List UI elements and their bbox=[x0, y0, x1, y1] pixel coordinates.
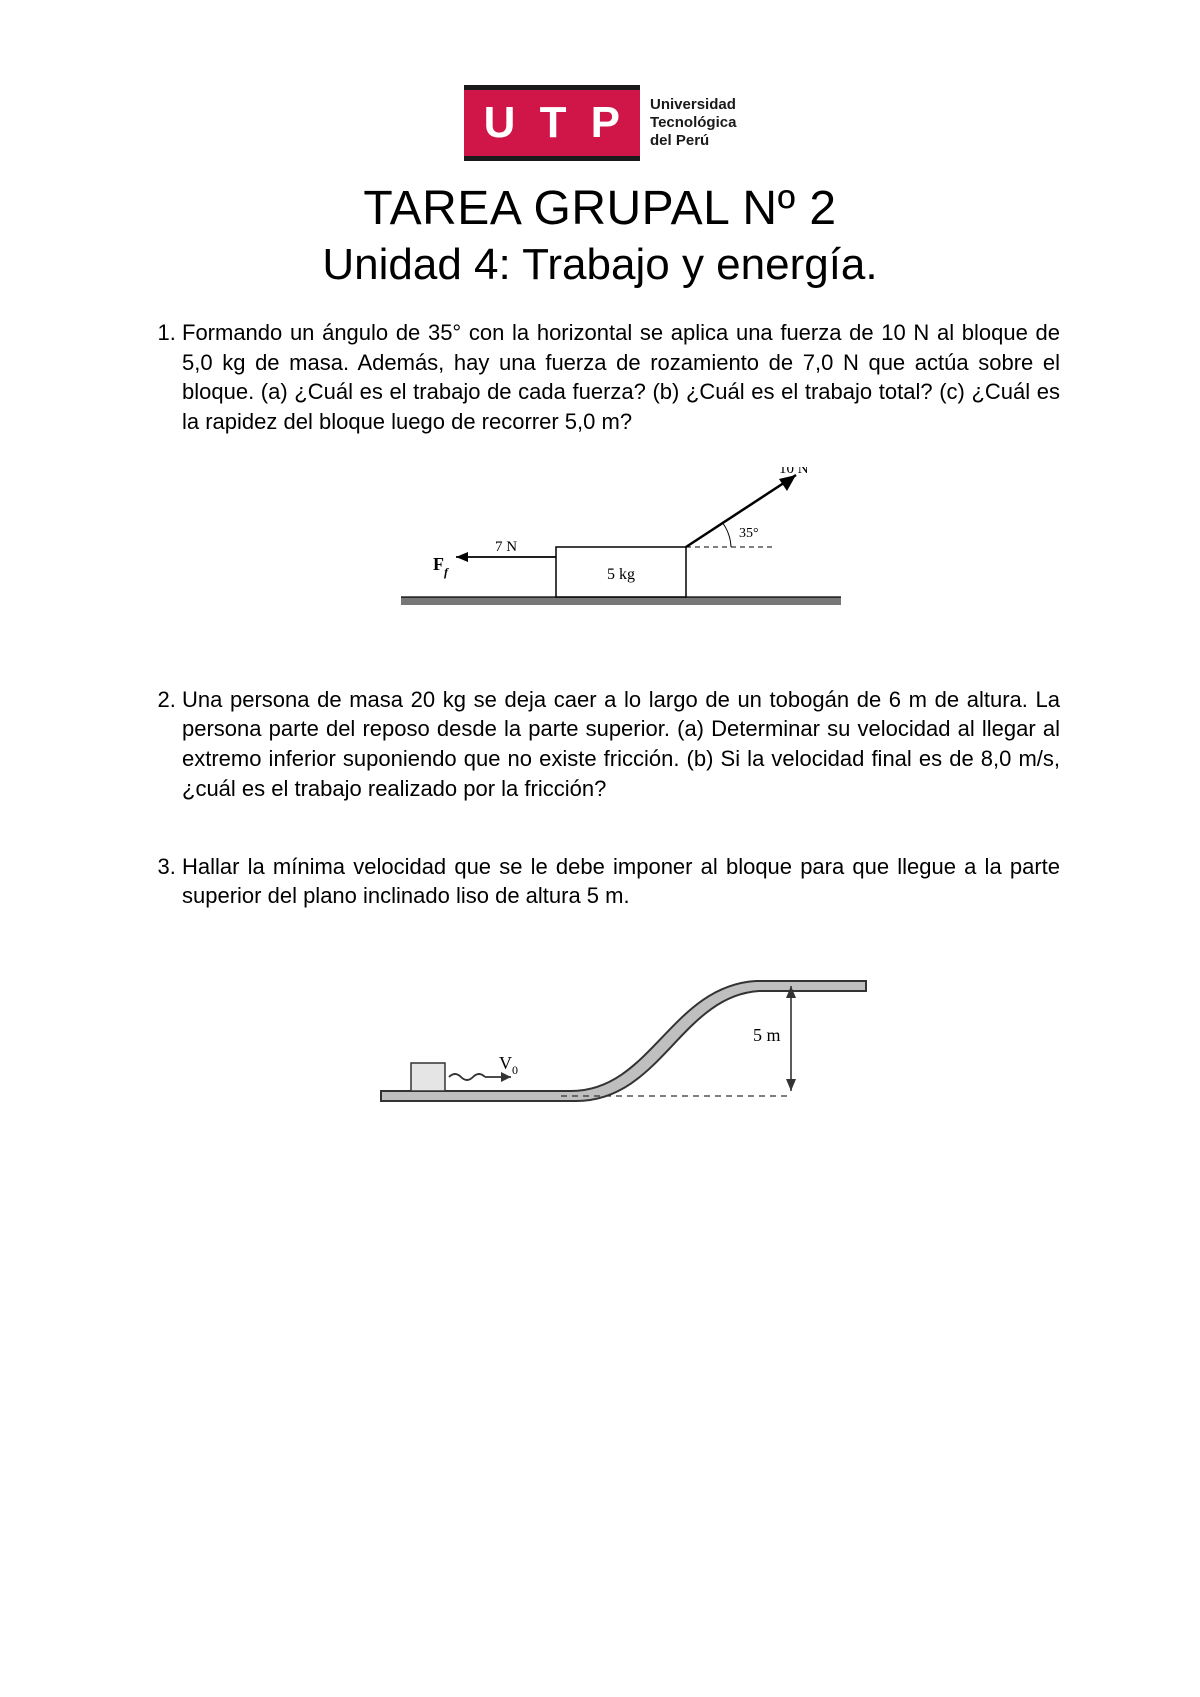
friction-arrow-head bbox=[456, 552, 468, 562]
applied-force-label: 10 N bbox=[779, 467, 809, 477]
utp-logo: U T P Universidad Tecnológica del Perú bbox=[464, 85, 737, 161]
friction-value: 7 N bbox=[495, 539, 517, 555]
mass-label: 5 kg bbox=[607, 566, 635, 583]
block bbox=[411, 1063, 445, 1091]
figure-1: 5 kg 7 N Ff 10 N 35° bbox=[182, 467, 1060, 637]
page-subtitle: Unidad 4: Trabajo y energía. bbox=[140, 240, 1060, 290]
angle-arc bbox=[722, 522, 731, 547]
velocity-wave bbox=[449, 1074, 485, 1080]
problem-2-text: Una persona de masa 20 kg se deja caer a… bbox=[182, 687, 1060, 801]
figure-1-svg: 5 kg 7 N Ff 10 N 35° bbox=[381, 467, 861, 637]
logo-line2: Tecnológica bbox=[650, 114, 736, 132]
problem-list: Formando un ángulo de 35° con la horizon… bbox=[140, 318, 1060, 1131]
logo-line3: del Perú bbox=[650, 132, 736, 150]
document-page: U T P Universidad Tecnológica del Perú T… bbox=[0, 0, 1200, 1697]
figure-3: V0 5 m bbox=[182, 941, 1060, 1131]
page-title: TAREA GRUPAL Nº 2 bbox=[140, 181, 1060, 236]
problem-1-text: Formando un ángulo de 35° con la horizon… bbox=[182, 320, 1060, 434]
problem-2: Una persona de masa 20 kg se deja caer a… bbox=[182, 685, 1060, 804]
height-label: 5 m bbox=[753, 1025, 781, 1045]
problem-1: Formando un ángulo de 35° con la horizon… bbox=[182, 318, 1060, 637]
problem-3: Hallar la mínima velocidad que se le deb… bbox=[182, 852, 1060, 1131]
logo-line1: Universidad bbox=[650, 96, 736, 114]
ground bbox=[401, 597, 841, 605]
problem-3-text: Hallar la mínima velocidad que se le deb… bbox=[182, 854, 1060, 909]
velocity-arrow-head bbox=[501, 1072, 511, 1082]
figure-3-svg: V0 5 m bbox=[361, 941, 881, 1131]
angle-label: 35° bbox=[739, 526, 759, 541]
logo-container: U T P Universidad Tecnológica del Perú bbox=[140, 85, 1060, 161]
logo-university-name: Universidad Tecnológica del Perú bbox=[650, 96, 736, 150]
friction-symbol: Ff bbox=[433, 554, 449, 579]
logo-abbr: U T P bbox=[464, 85, 640, 161]
height-arrow-bottom bbox=[786, 1079, 796, 1091]
